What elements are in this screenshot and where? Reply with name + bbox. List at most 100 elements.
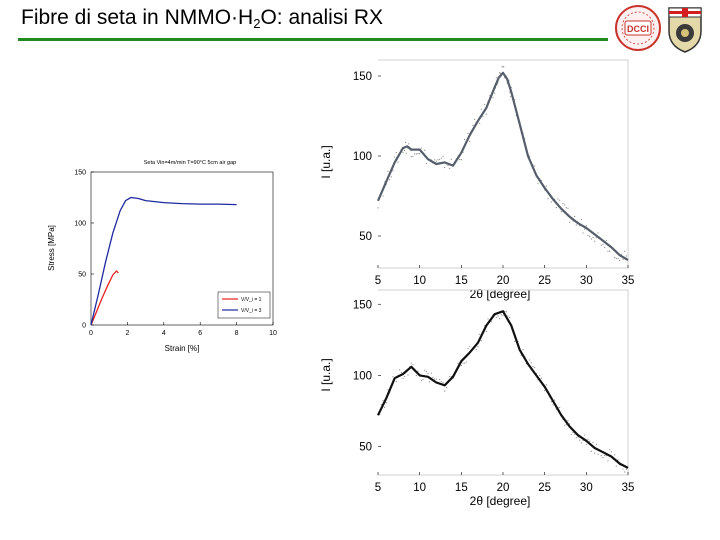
xrd-bottom-raw-point: [520, 354, 522, 356]
xrd-top-raw-point: [535, 176, 537, 178]
xrd-bottom-raw-point: [415, 374, 417, 377]
xrd-bottom-raw-point: [497, 315, 499, 317]
xrd-bottom-raw-point: [539, 374, 541, 377]
xrd-bottom-series-0: [377, 310, 629, 469]
xrd-bottom-raw-point: [529, 359, 531, 361]
xrd-top-raw-point: [492, 96, 494, 99]
xrd-top-raw-point: [449, 167, 451, 169]
xrd-top-raw-point: [457, 155, 459, 157]
xrd-top-xlabel: 2θ [degree]: [470, 287, 531, 301]
xrd-top-raw-point: [622, 258, 624, 260]
xrd-top-raw-point: [484, 103, 486, 105]
xrd-bottom-xtick-label-1: 10: [413, 482, 426, 494]
xrd-top-raw-point: [390, 176, 392, 178]
xrd-bottom-raw-point: [499, 318, 501, 320]
xrd-top-raw-point: [450, 158, 452, 161]
xrd-top-raw-point: [610, 245, 612, 248]
xrd-top-raw-point: [574, 215, 576, 218]
xrd-bottom-raw-point: [472, 348, 474, 350]
xrd-bottom-raw-point: [600, 455, 602, 457]
xrd-top-raw-point: [519, 121, 521, 123]
xrd-bottom-raw-point: [609, 449, 611, 451]
stress-strain-plot-area: [90, 171, 274, 326]
xrd-top-raw-point: [472, 124, 474, 126]
xrd-bottom-raw-point: [400, 371, 402, 373]
xrd-bottom-raw-point: [517, 340, 519, 343]
xrd-top-raw-point: [537, 182, 539, 185]
xrd-bottom-raw-point: [490, 321, 492, 323]
xrd-top-raw-point: [480, 108, 482, 110]
xrd-bottom-raw-point: [397, 374, 399, 377]
xrd-bottom-raw-point: [469, 346, 471, 348]
xrd-bottom-xtick-label-4: 25: [538, 482, 551, 494]
xrd-top-raw-point: [415, 153, 417, 155]
xrd-bottom-raw-point: [432, 376, 434, 378]
xrd-top-raw-point: [619, 259, 621, 261]
xrd-top-ytick-label-1: 100: [353, 151, 372, 163]
xrd-top-raw-point: [507, 78, 509, 80]
xrd-top-raw-point: [582, 232, 584, 234]
xrd-top-raw-point: [377, 207, 379, 209]
xrd-bottom-raw-point: [579, 439, 581, 441]
xrd-top-raw-point: [509, 95, 512, 98]
xrd-top-raw-point: [615, 257, 617, 260]
xrd-top-ylabel: I [u.a.]: [319, 145, 333, 178]
xrd-top-raw-point: [462, 151, 464, 153]
xrd-bottom-raw-point: [422, 379, 424, 381]
xrd-top-raw-point: [440, 157, 442, 159]
xrd-top-xtick-label-5: 30: [580, 275, 593, 287]
xrd-top-raw-point: [392, 170, 394, 172]
xrd-bottom-raw-point: [615, 465, 617, 467]
xrd-bottom-raw-point: [610, 451, 612, 453]
xrd-bottom-raw-point: [612, 458, 614, 460]
xrd-top-raw-point: [505, 75, 507, 77]
xrd-bottom-raw-point: [379, 413, 381, 416]
xrd-bottom-raw-point: [607, 460, 609, 462]
xrd-top-raw-point: [395, 151, 397, 154]
xrd-top-raw-point: [417, 153, 419, 155]
xrd-bottom-raw-point: [604, 454, 606, 457]
xrd-bottom-raw-point: [605, 455, 607, 457]
xrd-bottom-ytick-label-2: 150: [353, 299, 372, 311]
xrd-bottom-raw-point: [562, 418, 564, 420]
xrd-top-raw-point: [435, 160, 437, 162]
xrd-top-raw-point: [379, 197, 381, 199]
xrd-top-raw-point: [550, 201, 552, 203]
xrd-top-raw-point: [600, 244, 602, 246]
xrd-bottom-raw-point: [484, 325, 486, 327]
xrd-top-raw-point: [447, 164, 449, 167]
xrd-bottom-raw-point: [509, 316, 511, 319]
xrd-bottom-ytick-label-0: 50: [359, 442, 372, 454]
xrd-bottom-raw-point: [475, 349, 477, 351]
xrd-bottom-frame: [378, 289, 629, 476]
xrd-bottom-raw-point: [429, 381, 431, 383]
xrd-top-raw-point: [515, 114, 517, 117]
xrd-top-raw-point: [406, 146, 408, 148]
xrd-top-raw-point: [524, 138, 526, 140]
xrd-top-raw-point: [557, 198, 559, 200]
xrd-bottom-xtick-label-0: 5: [375, 482, 381, 494]
xrd-bottom-raw-point: [514, 340, 516, 343]
xrd-top-raw-point: [387, 170, 389, 172]
stress-strain-series-0: [90, 270, 119, 326]
xrd-top-raw-point: [624, 250, 626, 252]
xrd-top-raw-point: [504, 77, 506, 79]
xrd-top-raw-point: [562, 203, 564, 205]
xrd-bottom-raw-point: [449, 376, 451, 378]
xrd-bottom-xtick-label-5: 30: [580, 482, 593, 494]
xrd-top-raw-point: [422, 151, 424, 154]
xrd-top-raw-point: [489, 95, 491, 97]
university-shield-logo: [668, 7, 702, 53]
xrd-top-raw-point: [394, 156, 396, 158]
xrd-top-raw-point: [592, 236, 594, 239]
xrd-top-raw-point: [590, 238, 592, 240]
xrd-bottom-raw-point: [424, 369, 426, 371]
xrd-top-raw-point: [445, 163, 447, 165]
xrd-bottom-raw-point: [495, 316, 497, 318]
xrd-top-raw-point: [454, 163, 456, 165]
xrd-bottom-raw-point: [412, 364, 414, 366]
xrd-top-raw-point: [385, 183, 387, 185]
xrd-bottom-raw-point: [474, 347, 476, 349]
xrd-top-raw-point: [552, 199, 554, 201]
